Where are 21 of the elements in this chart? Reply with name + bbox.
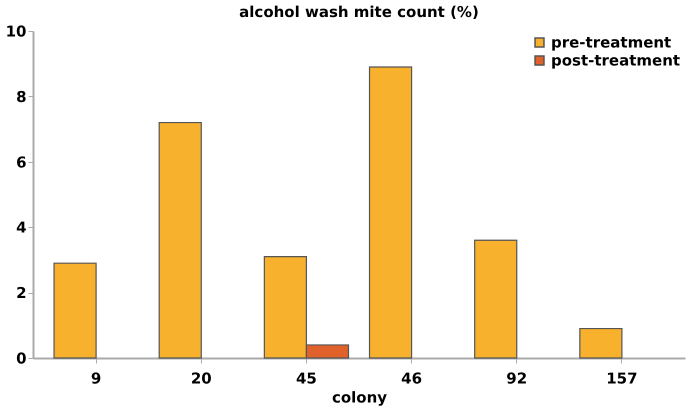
x-tick-label: 157 [606,370,638,388]
y-tick-label: 2 [16,284,26,302]
y-tick-label: 4 [16,218,26,237]
legend-label: pre-treatment [551,34,672,52]
x-axis-title: colony [332,388,388,406]
bar [579,328,623,359]
bar [53,262,97,359]
bar [158,122,202,359]
y-tick-label: 8 [16,88,26,106]
x-tick-label: 20 [190,370,212,388]
bar [474,240,518,359]
bar [368,66,412,359]
x-tick-label: 45 [296,370,317,388]
chart-title: alcohol wash mite count (%) [239,3,479,21]
legend-label: post-treatment [551,52,680,70]
y-tick-label: 6 [16,153,26,172]
y-tick-label: 10 [6,22,26,40]
y-tick-label: 0 [16,350,26,368]
x-tick-label: 92 [506,370,528,388]
x-tick-label: 46 [401,370,422,388]
x-tick-label: 9 [90,370,102,388]
